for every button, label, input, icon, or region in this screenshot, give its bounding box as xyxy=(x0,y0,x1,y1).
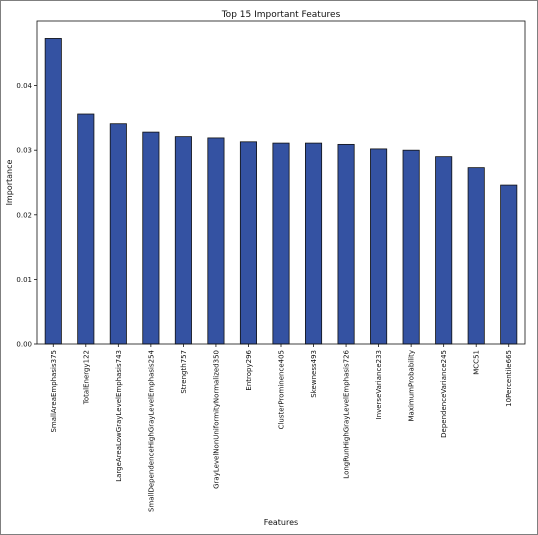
x-tick-label: MaximumProbability xyxy=(408,350,416,422)
bar-InverseVariance233 xyxy=(370,148,388,345)
x-tick-label: LargeAreaLowGrayLevelEmphasis743 xyxy=(115,350,123,482)
y-tick-label: 0.01 xyxy=(16,276,32,284)
bar-ClusterProminence405 xyxy=(272,142,290,345)
x-tick-label: SmallAreaEmphasis375 xyxy=(50,350,58,433)
y-axis-ticks: 0.00 0.01 0.02 0.03 0.04 xyxy=(16,82,37,349)
x-tick-label: Skewness493 xyxy=(310,350,318,398)
x-tick-label: DependenceVariance245 xyxy=(440,350,448,438)
y-tick-label: 0.04 xyxy=(16,82,32,90)
bar-MCC51 xyxy=(467,167,485,345)
bar-DependenceVariance245 xyxy=(435,156,453,345)
x-axis-label: Features xyxy=(264,518,298,527)
y-axis-label: Importance xyxy=(5,160,14,206)
x-tick-label: InverseVariance233 xyxy=(375,350,383,419)
chart-title: Top 15 Important Features xyxy=(221,10,341,20)
bar-LargeAreaLowGrayLevelEmphasis743 xyxy=(109,123,127,345)
bar-SmallAreaEmphasis375 xyxy=(44,38,62,345)
bar-SmallDependenceHighGrayLevelEmphasis254 xyxy=(142,131,160,345)
x-tick-label: Strength757 xyxy=(180,350,188,394)
bar-MaximumProbability xyxy=(402,149,420,345)
bar-series xyxy=(44,38,518,345)
x-tick-label: MCC51 xyxy=(473,350,481,375)
y-tick-label: 0.03 xyxy=(16,147,32,155)
x-tick-label: GrayLevelNonUniformityNormalized350 xyxy=(212,350,220,489)
bar-Strength757 xyxy=(174,136,192,345)
bar-Skewness493 xyxy=(304,142,323,345)
x-tick-label: ClusterProminence405 xyxy=(278,350,286,429)
y-tick-label: 0.00 xyxy=(16,341,32,349)
bar-GrayLevelNonUniformityNormalized350 xyxy=(207,137,225,345)
x-tick-label: 10Percentile665 xyxy=(505,350,513,407)
x-tick-label: SmallDependenceHighGrayLevelEmphasis254 xyxy=(147,349,155,512)
x-tick-label: LongRunHighGrayLevelEmphasis726 xyxy=(343,349,351,478)
y-tick-label: 0.02 xyxy=(16,211,32,219)
x-axis-ticks: SmallAreaEmphasis375 TotalEnergy122 LargeA… xyxy=(50,344,513,512)
bar-LongRunHighGrayLevelEmphasis726 xyxy=(337,143,355,345)
bar-10Percentile665 xyxy=(500,184,518,345)
bar-Entropy296 xyxy=(239,141,257,345)
x-tick-label: TotalEnergy122 xyxy=(82,350,90,405)
x-tick-label: Entropy296 xyxy=(245,349,253,390)
plot-area-frame xyxy=(36,20,526,345)
bar-TotalEnergy122 xyxy=(77,113,95,345)
